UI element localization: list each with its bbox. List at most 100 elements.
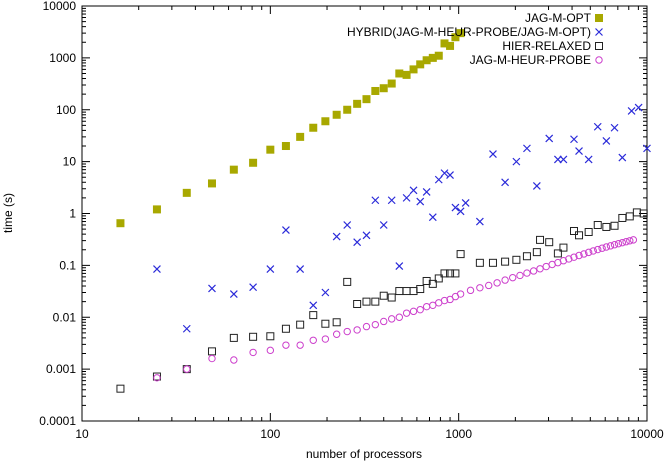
y-tick-label: 1000 xyxy=(49,51,76,65)
point-hybrid-jag-m-heur-probe-jag-m-opt xyxy=(282,226,290,234)
point-hier-relaxed xyxy=(625,212,634,221)
y-tick-label: 100 xyxy=(56,103,76,117)
point-hier-relaxed xyxy=(353,300,362,309)
point-hier-relaxed xyxy=(116,384,125,393)
point-jag-m-heur-probe xyxy=(565,255,573,263)
point-hier-relaxed xyxy=(387,293,396,302)
point-hier-relaxed xyxy=(379,291,388,300)
y-tick-label: 10 xyxy=(63,155,77,169)
point-jag-m-heur-probe xyxy=(456,290,465,298)
point-jag-m-opt xyxy=(309,123,318,132)
point-hier-relaxed xyxy=(229,333,238,342)
point-hybrid-jag-m-heur-probe-jag-m-opt xyxy=(584,155,593,164)
point-jag-m-heur-probe xyxy=(602,243,611,251)
point-jag-m-opt xyxy=(229,165,238,174)
y-axis-label: time (s) xyxy=(1,193,15,233)
point-jag-m-opt xyxy=(446,41,455,50)
point-jag-m-heur-probe xyxy=(485,281,493,290)
point-jag-m-heur-probe xyxy=(422,302,431,311)
point-hier-relaxed xyxy=(321,319,330,328)
point-jag-m-opt xyxy=(371,86,380,95)
point-jag-m-heur-probe xyxy=(509,273,517,282)
point-hybrid-jag-m-heur-probe-jag-m-opt xyxy=(332,232,341,241)
data-marks xyxy=(116,29,651,393)
point-jag-m-heur-probe xyxy=(266,346,275,355)
point-hier-relaxed xyxy=(395,287,404,296)
point-hybrid-jag-m-heur-probe-jag-m-opt xyxy=(489,150,497,158)
point-hybrid-jag-m-heur-probe-jag-m-opt xyxy=(618,153,627,162)
point-jag-m-heur-probe xyxy=(618,238,627,247)
point-jag-m-opt xyxy=(387,79,396,88)
point-jag-m-heur-probe xyxy=(208,354,216,363)
point-hybrid-jag-m-heur-probe-jag-m-opt xyxy=(387,196,396,205)
point-hier-relaxed xyxy=(343,277,352,286)
point-jag-m-heur-probe xyxy=(332,330,341,338)
point-jag-m-heur-probe xyxy=(589,247,597,255)
point-hybrid-jag-m-heur-probe-jag-m-opt xyxy=(512,157,521,166)
point-jag-m-heur-probe xyxy=(493,279,501,287)
point-jag-m-heur-probe xyxy=(580,250,588,258)
point-jag-m-heur-probe xyxy=(536,265,544,273)
point-hier-relaxed xyxy=(281,324,290,333)
legend-label: JAG-M-HEUR-PROBE xyxy=(470,53,591,67)
point-jag-m-heur-probe xyxy=(466,286,475,295)
point-jag-m-heur-probe xyxy=(416,305,424,314)
plot-frame xyxy=(81,5,648,422)
y-tick-label: 0.01 xyxy=(53,310,77,324)
point-jag-m-heur-probe xyxy=(402,309,411,317)
point-hier-relaxed xyxy=(575,231,584,240)
point-hybrid-jag-m-heur-probe-jag-m-opt xyxy=(428,213,437,222)
point-hier-relaxed xyxy=(402,287,411,296)
point-hybrid-jag-m-heur-probe-jag-m-opt xyxy=(553,155,562,164)
point-jag-m-opt xyxy=(152,205,161,214)
point-hybrid-jag-m-heur-probe-jag-m-opt xyxy=(296,265,305,273)
point-hier-relaxed xyxy=(152,372,161,381)
point-hier-relaxed xyxy=(446,269,455,278)
point-hybrid-jag-m-heur-probe-jag-m-opt xyxy=(416,197,425,206)
point-jag-m-heur-probe xyxy=(388,315,396,323)
point-hybrid-jag-m-heur-probe-jag-m-opt xyxy=(353,238,362,247)
legend: JAG-M-OPTHYBRID(JAG-M-HEUR-PROBE/JAG-M-O… xyxy=(347,11,603,67)
point-hybrid-jag-m-heur-probe-jag-m-opt xyxy=(501,178,510,187)
point-hier-relaxed xyxy=(249,332,258,341)
point-jag-m-opt xyxy=(416,60,425,69)
point-hier-relaxed xyxy=(409,287,418,296)
point-hybrid-jag-m-heur-probe-jag-m-opt xyxy=(610,123,619,132)
point-jag-m-heur-probe xyxy=(598,244,606,252)
point-jag-m-opt xyxy=(207,179,216,188)
y-tick-label: 0.0001 xyxy=(39,414,76,428)
point-hybrid-jag-m-heur-probe-jag-m-opt xyxy=(402,193,411,202)
point-jag-m-heur-probe xyxy=(309,336,317,344)
point-jag-m-opt xyxy=(353,99,362,108)
point-jag-m-heur-probe xyxy=(230,356,238,364)
point-hier-relaxed xyxy=(416,285,425,294)
point-jag-m-heur-probe xyxy=(594,245,602,254)
point-hier-relaxed xyxy=(266,332,275,341)
point-hier-relaxed xyxy=(618,213,627,222)
point-jag-m-heur-probe xyxy=(429,301,437,309)
point-hybrid-jag-m-heur-probe-jag-m-opt xyxy=(395,262,404,270)
point-hybrid-jag-m-heur-probe-jag-m-opt xyxy=(456,207,465,216)
point-jag-m-heur-probe xyxy=(353,326,361,334)
point-hier-relaxed xyxy=(207,347,216,356)
point-hier-relaxed xyxy=(553,249,562,258)
point-hier-relaxed xyxy=(332,318,341,327)
x-tick-label: 100 xyxy=(260,427,280,441)
point-jag-m-opt xyxy=(249,158,258,167)
point-jag-m-opt xyxy=(362,95,371,104)
point-hybrid-jag-m-heur-probe-jag-m-opt xyxy=(309,301,318,310)
point-hybrid-jag-m-heur-probe-jag-m-opt xyxy=(532,182,541,190)
point-jag-m-opt xyxy=(116,219,125,228)
y-tick-label: 1 xyxy=(69,207,76,221)
x-axis-label: number of processors xyxy=(306,447,422,461)
point-hier-relaxed xyxy=(309,311,318,320)
point-jag-m-opt xyxy=(266,145,275,154)
legend-marker xyxy=(595,56,603,64)
point-jag-m-heur-probe xyxy=(606,242,615,250)
point-jag-m-opt xyxy=(332,110,341,119)
point-jag-m-heur-probe xyxy=(622,238,630,246)
point-jag-m-opt xyxy=(321,117,330,126)
point-hybrid-jag-m-heur-probe-jag-m-opt xyxy=(523,144,531,153)
point-jag-m-heur-probe xyxy=(153,374,161,382)
point-jag-m-opt xyxy=(182,188,191,197)
